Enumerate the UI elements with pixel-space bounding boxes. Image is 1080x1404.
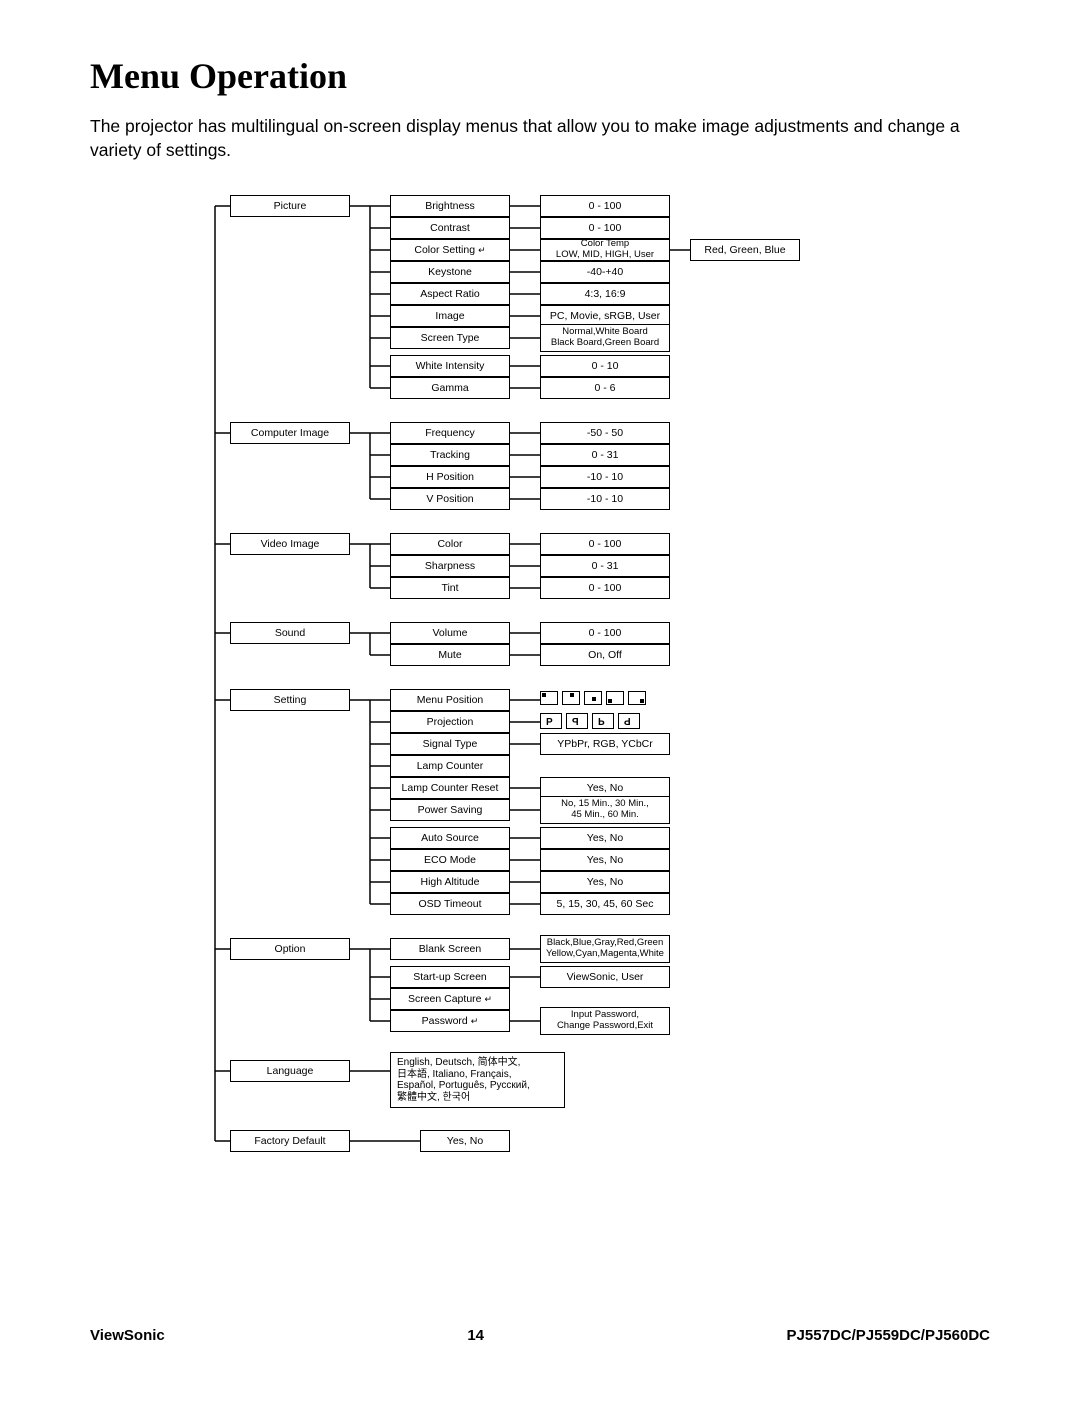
value-box: 0 - 6: [540, 377, 670, 399]
intro-text: The projector has multilingual on-screen…: [90, 115, 990, 162]
value-box: YPbPr, RGB, YCbCr: [540, 733, 670, 755]
footer: ViewSonic 14 PJ557DC/PJ559DC/PJ560DC: [90, 1327, 990, 1344]
item-keystone: Keystone: [390, 261, 510, 283]
item-tracking: Tracking: [390, 444, 510, 466]
projection-icon: P: [592, 713, 614, 729]
item-projection: Projection: [390, 711, 510, 733]
menu-video-image: Video Image: [230, 533, 350, 555]
projection-icon: P: [618, 713, 640, 729]
item-sharpness: Sharpness: [390, 555, 510, 577]
item-lamp-counter: Lamp Counter: [390, 755, 510, 777]
menupos-icon: [540, 691, 558, 705]
value-box: -10 - 10: [540, 488, 670, 510]
item-signal-type: Signal Type: [390, 733, 510, 755]
item-mute: Mute: [390, 644, 510, 666]
value-box: 0 - 31: [540, 444, 670, 466]
menupos-icon: [606, 691, 624, 705]
menu-language: Language: [230, 1060, 350, 1082]
footer-brand: ViewSonic: [90, 1327, 165, 1344]
item-menu-position: Menu Position: [390, 689, 510, 711]
item-gamma: Gamma: [390, 377, 510, 399]
value-box: Normal,White BoardBlack Board,Green Boar…: [540, 324, 670, 352]
item-lamp-counter-reset: Lamp Counter Reset: [390, 777, 510, 799]
footer-model: PJ557DC/PJ559DC/PJ560DC: [787, 1327, 990, 1344]
menu-tree-diagram: PictureBrightness0 - 100Contrast0 - 100C…: [180, 190, 900, 1160]
menupos-icons: [540, 691, 646, 705]
menu-factory-default: Factory Default: [230, 1130, 350, 1152]
projection-icon: P: [566, 713, 588, 729]
value-box: -10 - 10: [540, 466, 670, 488]
item-eco-mode: ECO Mode: [390, 849, 510, 871]
item-tint: Tint: [390, 577, 510, 599]
value-box: 0 - 100: [540, 217, 670, 239]
value-box: 0 - 100: [540, 533, 670, 555]
item-password: Password ↵: [390, 1010, 510, 1032]
value-box: On, Off: [540, 644, 670, 666]
item-power-saving: Power Saving: [390, 799, 510, 821]
value-box: Color TempLOW, MID, HIGH, User: [540, 239, 670, 261]
item-start-up-screen: Start-up Screen: [390, 966, 510, 988]
menu-picture: Picture: [230, 195, 350, 217]
value-box: 0 - 100: [540, 195, 670, 217]
item-high-altitude: High Altitude: [390, 871, 510, 893]
page-title: Menu Operation: [90, 55, 990, 97]
item-aspect-ratio: Aspect Ratio: [390, 283, 510, 305]
value-box: Yes, No: [540, 849, 670, 871]
menupos-icon: [562, 691, 580, 705]
menupos-icon: [628, 691, 646, 705]
value-box: 0 - 100: [540, 577, 670, 599]
item-auto-source: Auto Source: [390, 827, 510, 849]
value-box: 0 - 100: [540, 622, 670, 644]
item-blank-screen: Blank Screen: [390, 938, 510, 960]
item-frequency: Frequency: [390, 422, 510, 444]
item-brightness: Brightness: [390, 195, 510, 217]
projection-icons: PPPP: [540, 713, 640, 729]
value-box: 5, 15, 30, 45, 60 Sec: [540, 893, 670, 915]
item-image: Image: [390, 305, 510, 327]
value-box: -50 - 50: [540, 422, 670, 444]
menu-setting: Setting: [230, 689, 350, 711]
value-box: Yes, No: [540, 827, 670, 849]
value-box: 0 - 10: [540, 355, 670, 377]
value-box: Input Password,Change Password,Exit: [540, 1007, 670, 1035]
menu-option: Option: [230, 938, 350, 960]
value-box: 4:3, 16:9: [540, 283, 670, 305]
item-contrast: Contrast: [390, 217, 510, 239]
item-osd-timeout: OSD Timeout: [390, 893, 510, 915]
menu-computer-image: Computer Image: [230, 422, 350, 444]
language-list: English, Deutsch, 简体中文,日本語, Italiano, Fr…: [390, 1052, 565, 1108]
factory-default-value: Yes, No: [420, 1130, 510, 1152]
value-box: -40-+40: [540, 261, 670, 283]
item-h-position: H Position: [390, 466, 510, 488]
item-color: Color: [390, 533, 510, 555]
projection-icon: P: [540, 713, 562, 729]
item-white-intensity: White Intensity: [390, 355, 510, 377]
extra-box: Red, Green, Blue: [690, 239, 800, 261]
value-box: ViewSonic, User: [540, 966, 670, 988]
value-box: Yes, No: [540, 871, 670, 893]
item-color-setting: Color Setting ↵: [390, 239, 510, 261]
menu-sound: Sound: [230, 622, 350, 644]
item-screen-capture: Screen Capture ↵: [390, 988, 510, 1010]
value-box: 0 - 31: [540, 555, 670, 577]
menupos-icon: [584, 691, 602, 705]
value-box: Black,Blue,Gray,Red,GreenYellow,Cyan,Mag…: [540, 935, 670, 963]
item-screen-type: Screen Type: [390, 327, 510, 349]
item-v-position: V Position: [390, 488, 510, 510]
item-volume: Volume: [390, 622, 510, 644]
value-box: No, 15 Min., 30 Min.,45 Min., 60 Min.: [540, 796, 670, 824]
page-number: 14: [467, 1327, 484, 1344]
